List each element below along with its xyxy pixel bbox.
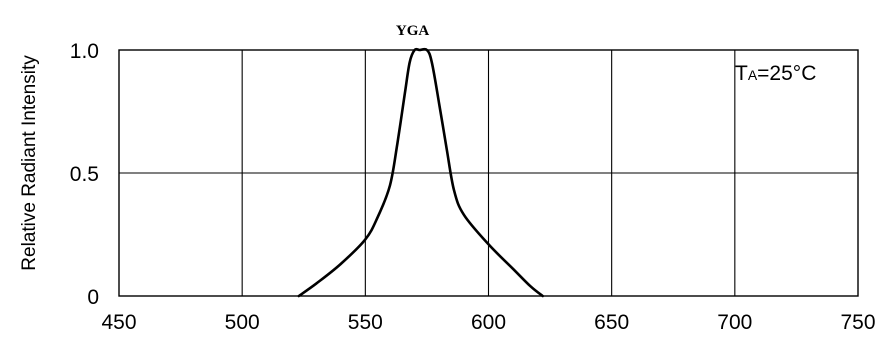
x-tick-label: 500	[225, 311, 260, 334]
x-tick-label: 600	[471, 311, 506, 334]
x-tick-label: 700	[717, 311, 752, 334]
x-tick-label: 750	[840, 311, 875, 334]
annotation-main: T	[735, 62, 748, 85]
x-tick-label: 650	[594, 311, 629, 334]
x-tick-label: 550	[348, 311, 383, 334]
x-tick-label: 450	[101, 311, 136, 334]
y-tick-label: 0.5	[70, 163, 99, 186]
y-tick-label: 1.0	[70, 40, 99, 63]
y-axis-label: Relative Radiant Intensity	[19, 55, 40, 271]
annotation-rest: =25°C	[757, 62, 816, 85]
y-tick-label: 0	[87, 286, 99, 309]
series-label: YGA	[396, 23, 430, 39]
temperature-annotation: TA=25°C	[735, 62, 816, 85]
